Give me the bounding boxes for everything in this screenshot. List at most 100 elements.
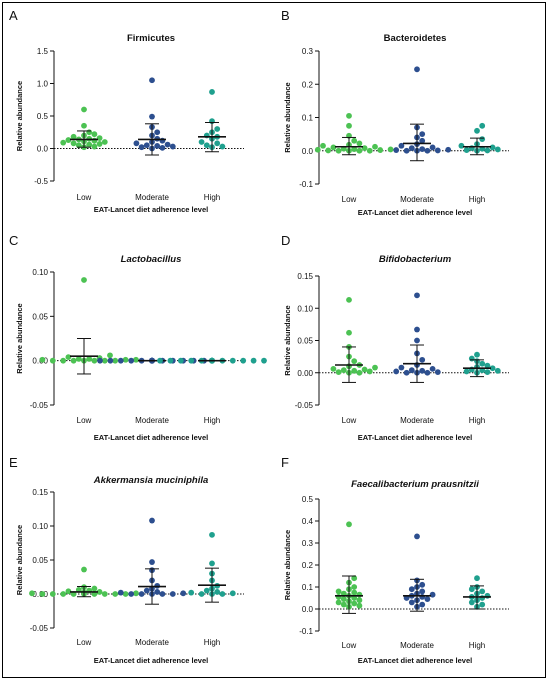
- data-point: [419, 594, 426, 600]
- data-point: [419, 137, 426, 144]
- data-point: [340, 601, 347, 608]
- data-point: [70, 133, 77, 140]
- data-point: [107, 357, 114, 364]
- data-point: [351, 358, 358, 365]
- data-point: [468, 599, 475, 606]
- panel-B: B Bacteroidetes -0.1 0.0 0.1 0.2 0.3 Relative a…: [281, 8, 509, 217]
- data-point: [198, 139, 205, 145]
- data-point: [356, 369, 363, 376]
- y-tick-label: 0.0: [302, 147, 314, 156]
- data-point: [169, 143, 176, 150]
- data-point: [203, 142, 210, 149]
- data-point: [209, 89, 215, 95]
- data-point: [133, 356, 139, 363]
- data-point: [209, 531, 215, 538]
- data-point: [219, 591, 226, 597]
- x-category-label: Moderate: [400, 641, 434, 650]
- data-point: [214, 589, 221, 595]
- data-point: [154, 129, 161, 136]
- y-tick-label: -0.05: [30, 624, 49, 633]
- data-point: [198, 591, 205, 597]
- y-tick-label: 0.15: [32, 488, 48, 497]
- x-category-label: High: [469, 641, 485, 650]
- data-point: [429, 365, 436, 372]
- y-tick-label: 0.00: [297, 369, 313, 378]
- data-point: [112, 357, 119, 364]
- data-point: [494, 367, 501, 374]
- data-point: [96, 589, 103, 595]
- y-tick-label: 0.05: [32, 556, 48, 565]
- panel-letter: E: [9, 455, 18, 470]
- data-point: [489, 365, 496, 372]
- data-point: [419, 131, 426, 138]
- data-point: [387, 146, 394, 153]
- data-point: [474, 351, 480, 358]
- y-tick-label: -0.05: [30, 401, 49, 410]
- data-point: [424, 369, 431, 376]
- data-point: [463, 368, 470, 375]
- chart-title: Bifidobacterium: [379, 254, 452, 265]
- data-point: [65, 137, 72, 143]
- x-axis-label: EAT-Lancet diet adherence level: [94, 656, 209, 665]
- x-axis-label: EAT-Lancet diet adherence level: [94, 433, 209, 442]
- x-axis-label: EAT-Lancet diet adherence level: [94, 205, 209, 214]
- data-point: [209, 560, 215, 567]
- data-point: [424, 147, 431, 154]
- data-point: [393, 147, 400, 153]
- y-tick-label: 0.5: [302, 495, 314, 504]
- x-category-label: High: [204, 193, 220, 202]
- x-category-label: Moderate: [135, 638, 169, 647]
- data-point: [408, 145, 415, 151]
- data-point: [81, 277, 87, 283]
- data-point: [29, 590, 35, 597]
- data-point: [91, 357, 98, 364]
- data-point: [229, 590, 236, 597]
- data-point: [335, 594, 342, 600]
- data-point: [474, 127, 480, 134]
- data-point: [219, 143, 226, 150]
- data-point: [408, 599, 415, 606]
- y-axis-label: Relative abundance: [15, 525, 24, 595]
- y-tick-label: -0.5: [34, 177, 48, 186]
- data-point: [60, 591, 67, 597]
- y-tick-label: 1.5: [37, 47, 49, 56]
- data-point: [356, 591, 363, 598]
- data-point: [65, 588, 72, 595]
- data-point: [91, 131, 98, 138]
- data-point: [97, 357, 103, 364]
- data-point: [408, 586, 415, 593]
- data-point: [229, 357, 236, 364]
- x-category-label: Moderate: [135, 416, 169, 425]
- data-point: [351, 146, 358, 152]
- data-point: [133, 590, 139, 597]
- data-point: [419, 356, 426, 363]
- panel-letter: F: [281, 455, 289, 470]
- data-point: [133, 140, 140, 147]
- chart-title: Faecalibacterium prausnitzii: [351, 479, 479, 490]
- data-point: [203, 587, 210, 594]
- x-category-label: Low: [342, 195, 357, 204]
- data-point: [356, 597, 363, 604]
- x-category-label: Low: [342, 416, 357, 425]
- panel-D: D Bifidobacterium -0.05 0.00 0.05 0.10 0.15 Rel…: [281, 233, 509, 442]
- data-point: [372, 143, 378, 150]
- data-point: [143, 587, 150, 594]
- data-point: [65, 354, 72, 361]
- y-tick-label: 0.15: [297, 272, 313, 281]
- panel-letter: A: [9, 8, 18, 23]
- y-tick-label: 0.0: [302, 605, 314, 614]
- x-category-label: Moderate: [135, 193, 169, 202]
- chart-title: Bacteroidetes: [384, 33, 447, 44]
- y-tick-label: 0.1: [302, 583, 314, 592]
- x-category-label: High: [469, 416, 485, 425]
- data-point: [261, 357, 267, 364]
- data-point: [240, 357, 247, 364]
- data-point: [479, 595, 486, 601]
- y-tick-label: 0.3: [302, 47, 314, 56]
- x-category-label: Low: [77, 638, 92, 647]
- data-point: [81, 566, 87, 573]
- x-category-label: Low: [77, 416, 92, 425]
- data-point: [434, 369, 441, 376]
